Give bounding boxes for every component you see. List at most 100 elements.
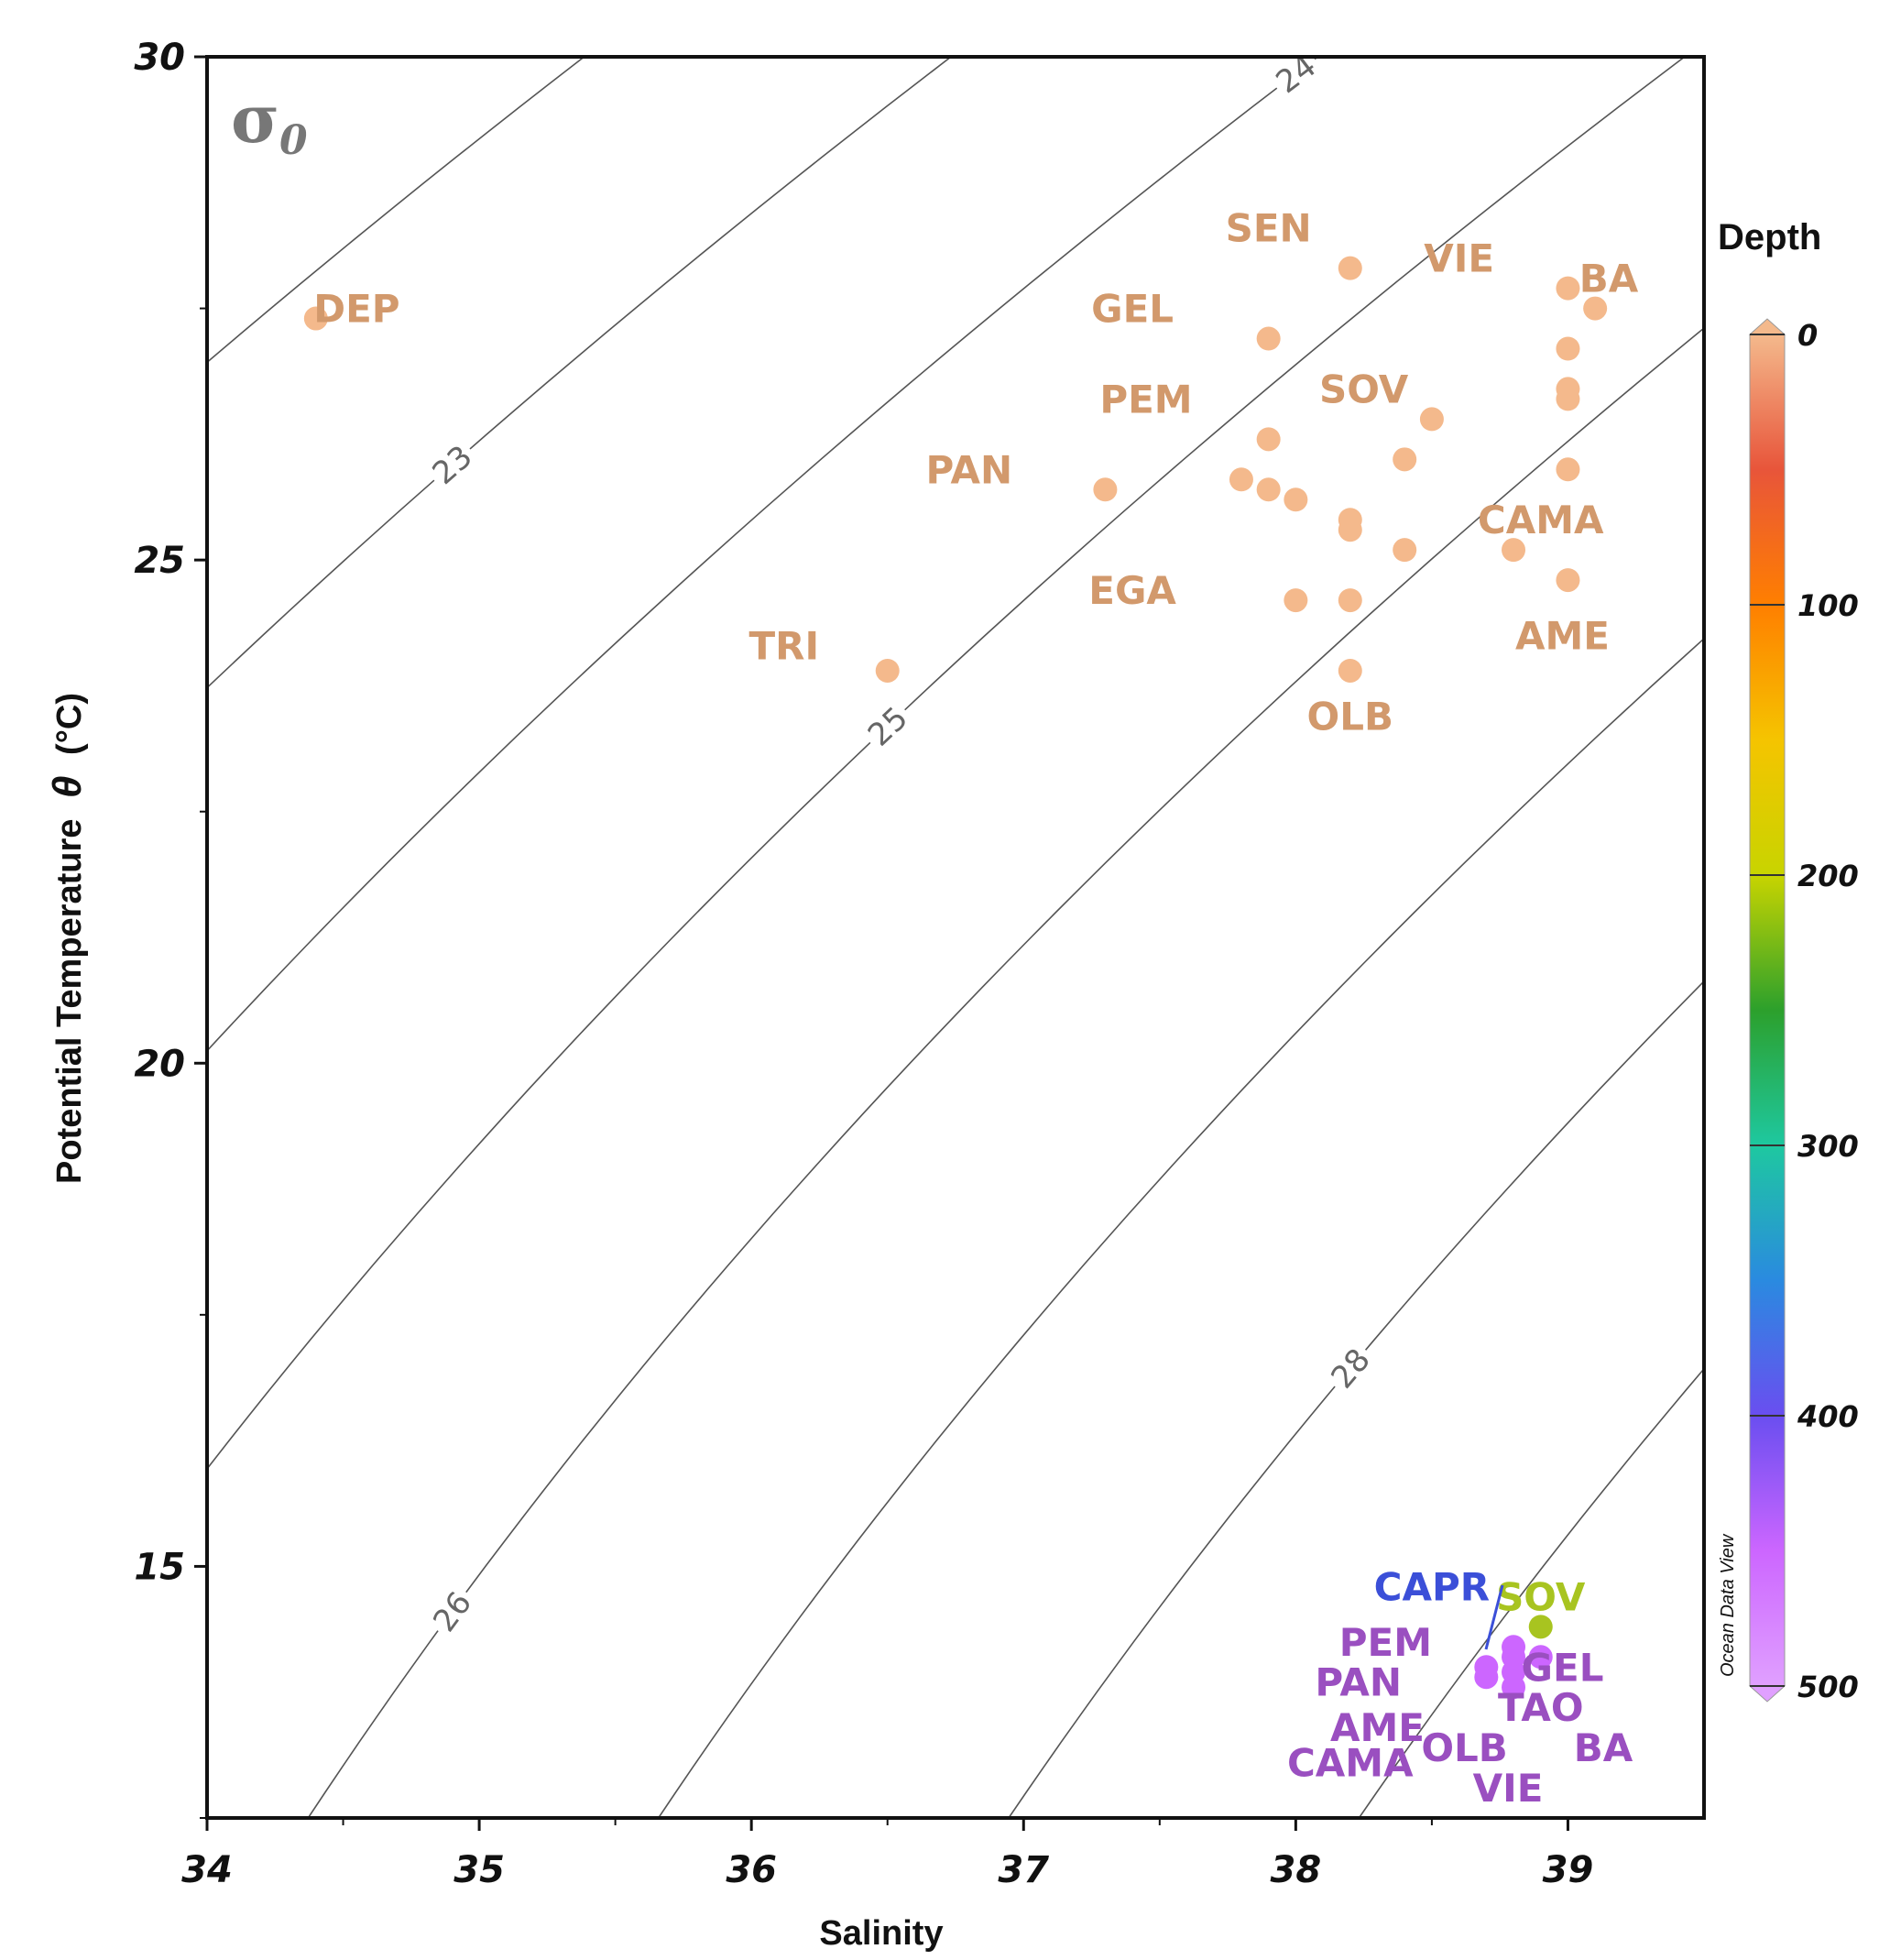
isopycnal-22 bbox=[207, 57, 585, 364]
station-label-deep-pan: PAN bbox=[1315, 1660, 1402, 1705]
point-surface-11 bbox=[1229, 467, 1253, 492]
station-label-surface-pan: PAN bbox=[926, 447, 1013, 492]
isopycnal-label-bg bbox=[856, 695, 919, 758]
station-label-sov-200m-sov: SOV bbox=[1496, 1574, 1586, 1619]
isopycnal-label-23: 23 bbox=[421, 433, 484, 496]
colorbar-tick-label-0: 0 bbox=[1797, 318, 1818, 353]
point-deep-6 bbox=[1528, 1645, 1553, 1670]
station-label-deep-vie: VIE bbox=[1473, 1766, 1544, 1811]
isopycnal-23 bbox=[207, 57, 953, 689]
isopycnal-25 bbox=[207, 57, 1687, 1471]
isopycnal-label-text: 28 bbox=[1324, 1341, 1377, 1396]
point-surface-5 bbox=[1556, 336, 1580, 361]
point-surface-14 bbox=[1284, 487, 1308, 512]
colorbar-credit-text: Ocean Data View bbox=[1718, 1533, 1738, 1677]
axis-ticks: 34 35 36 37 38 39 15 20 25 30 bbox=[134, 37, 1593, 1891]
station-label-surface-vie: VIE bbox=[1424, 236, 1494, 281]
point-surface-13 bbox=[1256, 477, 1281, 502]
isopycnal-27 bbox=[657, 637, 1704, 1818]
point-deep-1 bbox=[1474, 1665, 1499, 1690]
station-label-deep-tao: TAO bbox=[1498, 1685, 1584, 1730]
point-surface-12 bbox=[1093, 477, 1118, 502]
sigma-subscript: 0 bbox=[279, 117, 308, 164]
point-surface-23 bbox=[875, 658, 900, 683]
station-label-deep-ame: AME bbox=[1330, 1705, 1425, 1750]
sigma-symbol: σ bbox=[231, 80, 279, 158]
x-tick-label-37: 37 bbox=[998, 1849, 1049, 1891]
isopycnal-28 bbox=[1008, 980, 1704, 1818]
colorbar-ticks: 0 100 200 300 400 500 bbox=[1750, 318, 1859, 1704]
x-axis-title: Salinity bbox=[819, 1914, 943, 1953]
isopycnal-26 bbox=[307, 327, 1704, 1818]
point-sov-200m-0 bbox=[1528, 1615, 1553, 1639]
colorbar-tick-label-500: 500 bbox=[1797, 1670, 1859, 1704]
isopycnal-lines bbox=[207, 57, 1704, 1818]
x-tick-label-35: 35 bbox=[453, 1849, 505, 1891]
colorbar-tick-label-200: 200 bbox=[1797, 859, 1859, 893]
y-axis-unit: (°C) bbox=[50, 693, 89, 755]
data-points bbox=[303, 256, 1608, 1700]
station-label-capr-capr: CAPR bbox=[1374, 1564, 1490, 1609]
isopycnal-label-bg bbox=[1319, 1337, 1382, 1400]
station-label-deep-olb: OLB bbox=[1421, 1725, 1507, 1770]
y-tick-label-20: 20 bbox=[134, 1043, 185, 1085]
point-surface-15 bbox=[1556, 457, 1580, 482]
point-surface-19 bbox=[1502, 538, 1526, 563]
plot-frame bbox=[205, 55, 1706, 1820]
x-tick-label-39: 39 bbox=[1543, 1849, 1594, 1891]
isopycnal-label-text: 23 bbox=[426, 438, 480, 492]
point-surface-9 bbox=[1256, 427, 1281, 452]
point-surface-21 bbox=[1284, 588, 1308, 613]
colorbar-top-arrow bbox=[1748, 318, 1786, 335]
station-label-surface-tri: TRI bbox=[749, 623, 820, 668]
station-label-surface-sov: SOV bbox=[1319, 367, 1409, 411]
station-label-surface-gel: GEL bbox=[1091, 287, 1174, 332]
capr-leader-line bbox=[1484, 1584, 1504, 1650]
isopycnal-label-28: 28 bbox=[1319, 1337, 1382, 1400]
y-axis-theta-symbol: θ bbox=[45, 776, 90, 799]
station-label-surface-ame: AME bbox=[1515, 614, 1610, 659]
x-tick-label-34: 34 bbox=[181, 1849, 233, 1891]
station-label-surface-dep: DEP bbox=[313, 287, 399, 332]
point-surface-4 bbox=[1583, 296, 1608, 321]
point-surface-20 bbox=[1556, 568, 1580, 593]
y-tick-label-15: 15 bbox=[134, 1546, 185, 1588]
isopycnal-label-text: 26 bbox=[426, 1585, 479, 1639]
station-label-surface-cama: CAMA bbox=[1478, 498, 1604, 542]
point-surface-10 bbox=[1393, 447, 1417, 472]
station-label-deep-gel: GEL bbox=[1522, 1645, 1604, 1690]
station-label-surface-olb: OLB bbox=[1307, 694, 1393, 739]
station-label-surface-ega: EGA bbox=[1088, 568, 1176, 613]
isopycnal-label-26: 26 bbox=[421, 1580, 483, 1643]
colorbar-bottom-arrow bbox=[1748, 1685, 1786, 1703]
y-tick-label-25: 25 bbox=[134, 540, 185, 582]
point-surface-7 bbox=[1556, 387, 1580, 411]
point-surface-8 bbox=[1419, 407, 1444, 432]
point-surface-1 bbox=[1338, 256, 1362, 280]
station-label-deep-ba: BA bbox=[1574, 1725, 1633, 1770]
station-label-surface-ba: BA bbox=[1579, 257, 1639, 301]
point-surface-0 bbox=[303, 306, 328, 331]
point-surface-17 bbox=[1338, 518, 1362, 542]
colorbar-bar bbox=[1749, 334, 1786, 1687]
isopycnal-label-24: 24 bbox=[1264, 43, 1327, 104]
x-tick-label-38: 38 bbox=[1271, 1849, 1322, 1891]
x-tick-label-36: 36 bbox=[726, 1849, 777, 1891]
colorbar-tick-label-400: 400 bbox=[1797, 1399, 1859, 1434]
point-surface-2 bbox=[1256, 326, 1281, 351]
point-surface-3 bbox=[1556, 276, 1580, 301]
colorbar-title: Depth bbox=[1718, 217, 1821, 257]
y-axis-title-text: Potential Temperature bbox=[50, 819, 89, 1184]
isopycnal-label-bg bbox=[421, 1580, 483, 1643]
y-axis-title: Potential Temperature θ (°C) bbox=[45, 693, 90, 1184]
colorbar-credit: Ocean Data View bbox=[1718, 1533, 1738, 1677]
point-surface-24 bbox=[1338, 658, 1362, 683]
station-label-surface-pem: PEM bbox=[1099, 377, 1192, 422]
point-surface-22 bbox=[1338, 588, 1362, 613]
station-label-deep-pem: PEM bbox=[1339, 1620, 1432, 1665]
isopycnal-29 bbox=[1358, 1367, 1704, 1818]
point-surface-18 bbox=[1393, 538, 1417, 563]
